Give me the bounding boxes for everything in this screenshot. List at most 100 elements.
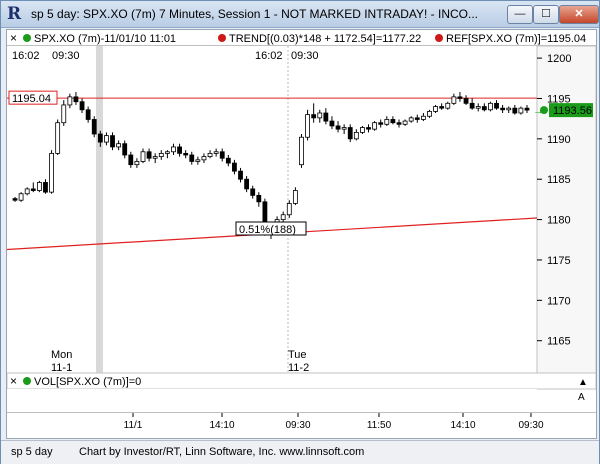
candle[interactable]	[49, 150, 54, 194]
candle[interactable]	[140, 148, 146, 164]
percent-annotation-box[interactable]	[235, 221, 307, 236]
candle[interactable]	[55, 119, 61, 155]
candle[interactable]	[183, 150, 189, 159]
candle[interactable]	[372, 121, 378, 131]
candle[interactable]	[104, 132, 109, 146]
candle[interactable]	[67, 93, 73, 109]
candle[interactable]	[43, 179, 48, 194]
legend-trend[interactable]: TREND[(0.03)*148 + 1172.54]=1177.22	[229, 33, 421, 45]
candle[interactable]	[61, 100, 67, 126]
candle[interactable]	[512, 104, 518, 115]
candle[interactable]	[524, 104, 530, 114]
volume-scroll-down-icon[interactable]: A	[578, 392, 585, 403]
candle[interactable]	[500, 104, 506, 114]
volume-scroll-up-icon[interactable]: ▲	[578, 377, 588, 388]
candle[interactable]	[366, 124, 371, 133]
candle[interactable]	[207, 150, 213, 159]
candle-body	[439, 106, 445, 109]
candle[interactable]	[317, 109, 323, 123]
candle[interactable]	[433, 104, 438, 114]
candle[interactable]	[18, 192, 24, 202]
candle[interactable]	[402, 119, 408, 126]
candle[interactable]	[219, 148, 225, 162]
candle[interactable]	[164, 150, 170, 159]
candle[interactable]	[116, 140, 122, 151]
candle[interactable]	[414, 114, 420, 123]
time-axis[interactable]: 11/1 14:10 09:30 11:50 14:10 09:30	[124, 413, 544, 431]
candle[interactable]	[73, 92, 79, 105]
candle[interactable]	[494, 100, 499, 110]
candle[interactable]	[238, 167, 243, 183]
minimize-button[interactable]: —	[507, 5, 533, 24]
candle[interactable]	[24, 187, 30, 196]
candle[interactable]	[408, 116, 414, 123]
chart-area[interactable]: 1200 1195 1190 1185 1180 1175 1170 1165 × SPX.X…	[6, 29, 597, 439]
candle[interactable]	[506, 106, 512, 114]
candle-body	[238, 170, 243, 180]
candle[interactable]	[445, 101, 451, 110]
candle[interactable]	[36, 180, 42, 193]
candle[interactable]	[396, 119, 402, 128]
close-button[interactable]: ✕	[559, 5, 599, 24]
candle[interactable]	[335, 121, 341, 133]
candle[interactable]	[85, 106, 91, 123]
candle[interactable]	[457, 92, 463, 102]
candle[interactable]	[347, 124, 353, 143]
candle[interactable]	[12, 196, 18, 202]
candle[interactable]	[280, 211, 286, 223]
candle[interactable]	[439, 103, 445, 110]
candle[interactable]	[384, 116, 390, 126]
candle[interactable]	[146, 148, 152, 162]
candle[interactable]	[305, 109, 310, 141]
candle[interactable]	[110, 132, 115, 151]
candle[interactable]	[353, 129, 359, 141]
candle[interactable]	[171, 143, 176, 155]
candle[interactable]	[451, 93, 457, 105]
candle[interactable]	[427, 109, 432, 118]
candle[interactable]	[286, 200, 292, 218]
candle[interactable]	[79, 98, 85, 114]
candle[interactable]	[122, 140, 128, 159]
candle[interactable]	[481, 103, 487, 112]
candle[interactable]	[488, 101, 493, 112]
candle[interactable]	[195, 156, 201, 165]
candle[interactable]	[152, 153, 158, 164]
volume-label[interactable]: VOL[SPX.XO (7m)]=0	[34, 376, 141, 388]
candle[interactable]	[323, 108, 329, 125]
candle[interactable]	[463, 95, 469, 105]
candle[interactable]	[30, 182, 36, 193]
candle[interactable]	[311, 103, 317, 123]
candle[interactable]	[97, 130, 103, 147]
title-bar[interactable]: R sp 5 day: SPX.XO (7m) 7 Minutes, Sessi…	[1, 1, 599, 28]
price-chart[interactable]: 1200 1195 1190 1185 1180 1175 1170 1165 × SPX.X…	[6, 30, 597, 438]
candle[interactable]	[390, 116, 396, 125]
candle[interactable]	[420, 113, 426, 122]
candle[interactable]	[134, 158, 140, 168]
candle[interactable]	[177, 143, 182, 157]
candle[interactable]	[341, 124, 347, 135]
candle[interactable]	[256, 192, 262, 207]
candle[interactable]	[232, 159, 237, 175]
candle[interactable]	[299, 134, 304, 168]
candle[interactable]	[225, 155, 231, 167]
legend-symbol[interactable]: SPX.XO (7m)-11/01/10 11:01	[34, 33, 176, 45]
candle[interactable]	[292, 187, 298, 206]
candle[interactable]	[213, 148, 219, 157]
candle[interactable]	[469, 98, 475, 110]
volume-close-box[interactable]: ×	[10, 374, 17, 388]
candle[interactable]	[329, 116, 335, 130]
legend-close-box[interactable]: ×	[10, 31, 17, 45]
candle[interactable]	[189, 151, 195, 165]
candle[interactable]	[360, 125, 365, 135]
candle[interactable]	[518, 106, 524, 115]
candle[interactable]	[91, 116, 97, 138]
candle[interactable]	[250, 185, 256, 199]
candle[interactable]	[158, 150, 164, 160]
maximize-button[interactable]: ☐	[533, 5, 559, 24]
candle[interactable]	[128, 151, 134, 168]
candle[interactable]	[378, 119, 384, 128]
candle[interactable]	[475, 103, 481, 112]
candle[interactable]	[201, 153, 207, 164]
candle[interactable]	[244, 175, 250, 193]
legend-ref[interactable]: REF[SPX.XO (7m)]=1195.04	[446, 33, 586, 45]
